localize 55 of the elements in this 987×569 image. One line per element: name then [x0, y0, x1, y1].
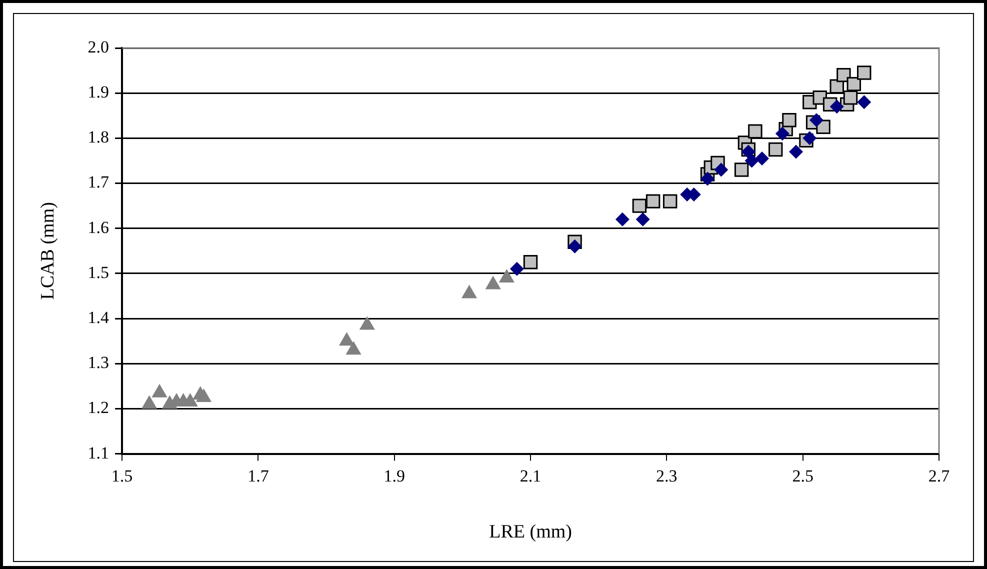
y-tick-label: 1.1: [88, 443, 110, 462]
point: [775, 126, 790, 141]
point: [768, 142, 783, 157]
point: [461, 284, 478, 298]
point: [714, 162, 728, 177]
point: [568, 239, 582, 254]
x-tick-label: 2.5: [792, 466, 814, 486]
y-tick-label: 2.0: [88, 37, 110, 56]
point: [857, 95, 872, 110]
y-tick-label: 1.2: [88, 398, 110, 418]
point: [498, 268, 514, 282]
x-tick-label: 1.9: [384, 466, 405, 486]
x-axis-title: LRE (mm): [489, 522, 572, 543]
point: [152, 384, 168, 398]
point: [636, 212, 650, 226]
point: [646, 194, 660, 208]
point: [782, 113, 796, 128]
y-tick-label: 1.8: [88, 128, 110, 147]
point: [830, 100, 844, 114]
point: [615, 212, 630, 226]
point: [510, 262, 524, 276]
point: [857, 66, 872, 80]
x-tick-label: 2.7: [928, 466, 950, 486]
point: [802, 131, 817, 146]
point: [744, 154, 759, 168]
point: [754, 151, 769, 166]
point: [662, 194, 678, 208]
point: [836, 68, 851, 82]
point: [700, 172, 715, 186]
point: [741, 144, 756, 159]
point: [734, 162, 749, 177]
x-tick-label: 2.3: [656, 466, 678, 486]
y-tick-label: 1.7: [88, 172, 110, 192]
point: [843, 90, 858, 105]
point: [359, 316, 375, 330]
x-tick-label: 1.7: [248, 466, 270, 486]
point: [748, 124, 762, 139]
point: [485, 276, 501, 290]
y-tick-label: 1.5: [88, 262, 110, 282]
y-tick-label: 1.9: [88, 82, 110, 102]
point: [196, 388, 212, 402]
point: [338, 332, 355, 346]
point: [632, 198, 647, 213]
point: [141, 395, 158, 409]
point: [846, 76, 862, 92]
point: [346, 341, 362, 355]
y-tick-label: 1.6: [88, 218, 110, 237]
point: [789, 144, 804, 159]
point: [809, 113, 824, 128]
point: [523, 255, 538, 270]
x-tick-label: 2.1: [520, 466, 542, 486]
x-tick-label: 1.5: [111, 466, 133, 486]
y-tick-label: 1.4: [88, 308, 110, 327]
y-tick-label: 1.3: [88, 353, 110, 372]
y-axis-title: LCAB (mm): [37, 202, 58, 300]
